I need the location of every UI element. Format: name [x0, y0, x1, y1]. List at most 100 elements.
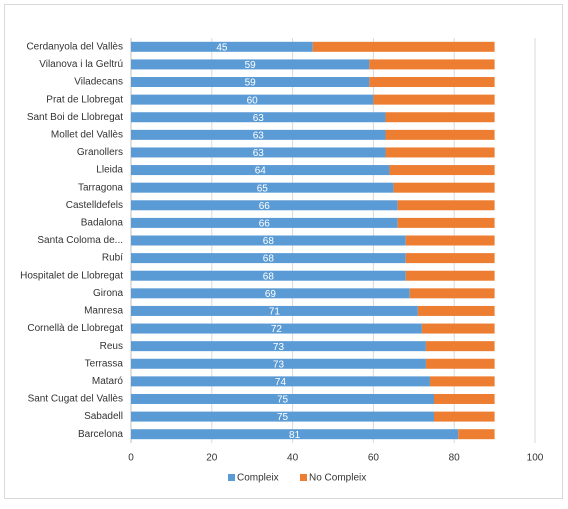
bar-segment — [131, 129, 386, 140]
data-label: 68 — [263, 254, 275, 265]
data-label: 71 — [269, 307, 281, 318]
data-label: 63 — [253, 130, 265, 141]
y-tick-label: Sant Cugat del Vallès — [28, 394, 123, 405]
bar-segment — [425, 358, 495, 369]
data-label: 74 — [275, 377, 287, 388]
data-label: 75 — [277, 412, 289, 423]
bar-segment — [131, 59, 370, 70]
bar-segment — [131, 411, 434, 422]
data-label: 75 — [277, 395, 289, 406]
x-tick-label: 0 — [128, 453, 134, 464]
x-tick-label: 40 — [287, 453, 299, 464]
data-label: 68 — [263, 271, 275, 282]
bar-segment — [131, 41, 313, 52]
bar-segment — [369, 77, 495, 88]
y-tick-label: Castelldefels — [66, 200, 123, 211]
bar-segment — [434, 393, 495, 404]
y-tick-label: Cerdanyola del Vallès — [26, 41, 123, 52]
data-label: 66 — [259, 201, 271, 212]
y-tick-label: Badalona — [81, 218, 124, 229]
bar-segment — [373, 94, 495, 105]
bar-segment — [131, 341, 426, 352]
bar-segment — [131, 200, 398, 211]
bar-segment — [131, 393, 434, 404]
legend-swatch — [228, 474, 235, 481]
bar-segment — [385, 147, 495, 158]
data-label: 72 — [271, 324, 283, 335]
data-label: 60 — [247, 95, 259, 106]
y-tick-label: Reus — [100, 341, 123, 352]
bar-segment — [385, 112, 495, 123]
data-label: 45 — [216, 42, 228, 53]
bar-segment — [131, 253, 406, 264]
bar-segment — [405, 253, 495, 264]
y-tick-label: Cornellà de Llobregat — [27, 323, 123, 334]
bar-segment — [131, 305, 418, 316]
data-label: 63 — [253, 113, 265, 124]
data-label: 59 — [245, 60, 257, 71]
bar-segment — [405, 235, 495, 246]
bar-segment — [131, 77, 370, 88]
bar-segment — [131, 165, 390, 176]
bar-segment — [131, 182, 394, 193]
bar-segment — [385, 129, 495, 140]
bar-segment — [312, 41, 495, 52]
y-tick-label: Vilanova i la Geltrú — [39, 59, 123, 70]
legend-label: Compleix — [237, 473, 279, 484]
bar-segment — [131, 288, 410, 299]
bar-segment — [397, 217, 495, 228]
bar-segment — [434, 411, 495, 422]
y-tick-label: Girona — [93, 288, 123, 299]
y-tick-label: Mollet del Vallès — [51, 129, 123, 140]
bar-segment — [369, 59, 495, 70]
y-tick-label: Hospitalet de Llobregat — [20, 270, 123, 281]
bar-segment — [131, 217, 398, 228]
bar-segment — [131, 376, 430, 387]
data-label: 63 — [253, 148, 265, 159]
y-tick-label: Prat de Llobregat — [46, 94, 123, 105]
bar-segment — [417, 305, 495, 316]
bar-segment — [458, 429, 495, 440]
data-label: 73 — [273, 359, 285, 370]
bar-segment — [131, 235, 406, 246]
bar-segment — [389, 165, 495, 176]
y-tick-label: Rubí — [102, 253, 123, 264]
y-tick-label: Manresa — [84, 306, 123, 317]
y-tick-label: Sabadell — [84, 411, 123, 422]
y-tick-label: Santa Coloma de... — [37, 235, 123, 246]
bar-segment — [421, 323, 495, 334]
y-tick-label: Sant Boi de Llobregat — [27, 112, 123, 123]
data-label: 73 — [273, 342, 285, 353]
x-tick-label: 60 — [368, 453, 380, 464]
bar-segment — [429, 376, 495, 387]
y-tick-label: Granollers — [77, 147, 123, 158]
bar-segment — [131, 147, 386, 158]
y-tick-label: Terrassa — [85, 358, 124, 369]
bar-segment — [405, 270, 495, 281]
x-tick-label: 100 — [527, 453, 544, 464]
x-tick-label: 80 — [449, 453, 461, 464]
legend-swatch — [300, 474, 307, 481]
data-label: 69 — [265, 289, 277, 300]
y-tick-label: Barcelona — [78, 429, 123, 440]
bar-segment — [131, 358, 426, 369]
data-label: 65 — [257, 183, 269, 194]
data-label: 81 — [289, 430, 301, 441]
bar-segment — [131, 270, 406, 281]
bar-segment — [131, 112, 386, 123]
bar-segment — [397, 200, 495, 211]
y-tick-label: Lleida — [96, 165, 123, 176]
legend-label: No Compleix — [309, 473, 366, 484]
data-label: 59 — [245, 78, 257, 89]
bar-segment — [131, 94, 374, 105]
bar-segment — [409, 288, 495, 299]
data-label: 66 — [259, 219, 271, 230]
y-tick-label: Tarragona — [78, 182, 123, 193]
bar-segment — [131, 429, 459, 440]
data-label: 68 — [263, 236, 275, 247]
y-tick-label: Mataró — [92, 376, 124, 387]
bar-segment — [131, 323, 422, 334]
bar-segment — [425, 341, 495, 352]
data-label: 64 — [255, 166, 267, 177]
